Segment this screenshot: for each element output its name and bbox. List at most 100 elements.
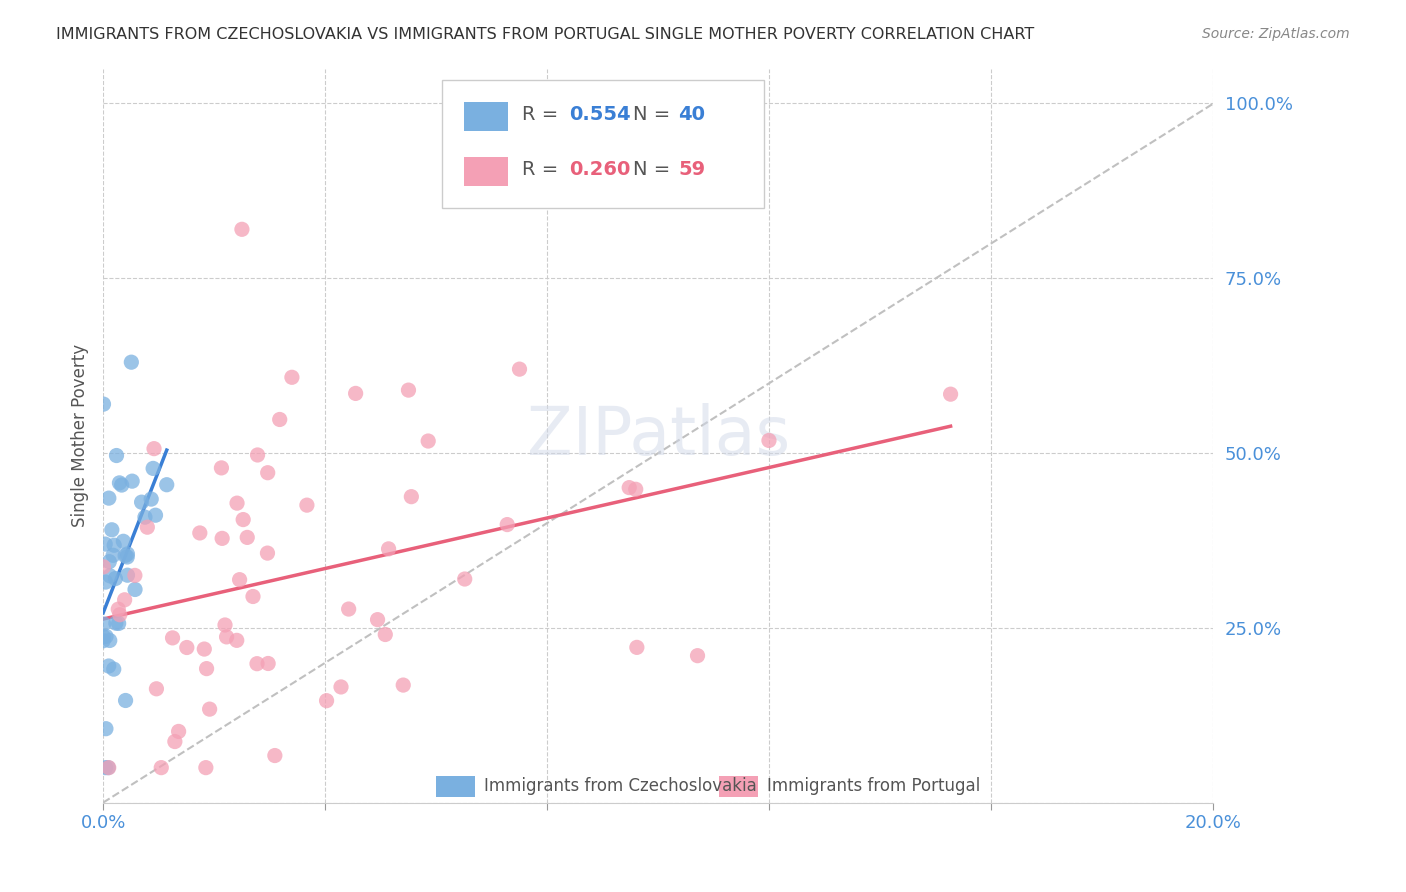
Point	[124, 568, 146, 582]
Point	[98, 569, 121, 583]
Point	[103, 538, 125, 552]
Point	[97, 659, 120, 673]
Point	[94, 722, 117, 736]
Point	[508, 362, 530, 376]
Text: 0.260: 0.260	[569, 161, 631, 179]
Point	[225, 633, 247, 648]
Point	[367, 613, 389, 627]
Point	[94, 630, 117, 644]
Point	[176, 640, 198, 655]
Point	[401, 490, 423, 504]
Point	[315, 693, 337, 707]
Point	[198, 702, 221, 716]
Point	[114, 592, 136, 607]
Bar	[464, 157, 509, 186]
Point	[209, 461, 232, 475]
Point	[194, 761, 217, 775]
Point	[939, 387, 962, 401]
Point	[134, 510, 156, 524]
Point	[215, 630, 238, 644]
Point	[156, 477, 179, 491]
Point	[97, 761, 120, 775]
Point	[377, 541, 399, 556]
Bar	[436, 776, 475, 797]
Text: IMMIGRANTS FROM CZECHOSLOVAKIA VS IMMIGRANTS FROM PORTUGAL SINGLE MOTHER POVERTY: IMMIGRANTS FROM CZECHOSLOVAKIA VS IMMIGR…	[56, 27, 1035, 42]
Point	[108, 475, 131, 490]
Point	[496, 517, 519, 532]
Point	[93, 560, 115, 574]
Point	[114, 693, 136, 707]
Point	[337, 602, 360, 616]
Text: Immigrants from Czechoslovakia: Immigrants from Czechoslovakia	[484, 778, 756, 796]
Point	[114, 549, 136, 563]
Point	[214, 618, 236, 632]
Point	[93, 617, 115, 632]
Point	[101, 549, 124, 563]
Point	[242, 590, 264, 604]
Point	[626, 640, 648, 655]
Point	[103, 662, 125, 676]
Point	[232, 512, 254, 526]
Text: R =: R =	[522, 105, 564, 124]
Point	[101, 523, 124, 537]
Point	[150, 761, 173, 775]
Point	[758, 434, 780, 448]
Point	[281, 370, 304, 384]
Text: Source: ZipAtlas.com: Source: ZipAtlas.com	[1202, 27, 1350, 41]
Point	[97, 491, 120, 505]
Point	[145, 681, 167, 696]
Point	[93, 397, 115, 411]
Point	[193, 642, 215, 657]
Point	[105, 449, 128, 463]
Point	[142, 461, 165, 475]
Point	[686, 648, 709, 663]
Text: N =: N =	[633, 105, 676, 124]
Point	[117, 547, 139, 561]
Point	[624, 483, 647, 497]
Point	[236, 530, 259, 544]
Point	[94, 761, 117, 775]
Point	[104, 572, 127, 586]
Point	[108, 607, 131, 622]
Point	[454, 572, 477, 586]
Point	[344, 386, 367, 401]
Text: 59: 59	[678, 161, 706, 179]
Point	[211, 532, 233, 546]
Point	[91, 633, 114, 648]
Point	[107, 602, 129, 616]
Point	[121, 474, 143, 488]
Point	[374, 627, 396, 641]
Point	[392, 678, 415, 692]
Text: 40: 40	[678, 105, 706, 124]
FancyBboxPatch shape	[441, 79, 763, 208]
Text: ZIPatlas: ZIPatlas	[527, 402, 790, 468]
Y-axis label: Single Mother Poverty: Single Mother Poverty	[72, 344, 89, 527]
Point	[330, 680, 353, 694]
Text: N =: N =	[633, 161, 676, 179]
Point	[619, 481, 641, 495]
Point	[188, 525, 211, 540]
Point	[98, 555, 121, 569]
Point	[93, 630, 115, 644]
Point	[107, 616, 129, 631]
Point	[163, 734, 186, 748]
Point	[263, 748, 285, 763]
Point	[231, 222, 253, 236]
Bar	[464, 102, 509, 131]
Text: 0.554: 0.554	[569, 105, 631, 124]
Point	[94, 537, 117, 551]
Point	[398, 383, 420, 397]
Point	[115, 549, 138, 564]
Point	[94, 575, 117, 590]
Point	[228, 573, 250, 587]
Point	[112, 534, 135, 549]
Point	[124, 582, 146, 597]
Point	[98, 633, 121, 648]
Point	[269, 412, 291, 426]
Point	[143, 442, 166, 456]
Point	[257, 657, 280, 671]
Point	[111, 478, 134, 492]
Point	[246, 448, 269, 462]
Point	[246, 657, 269, 671]
Bar	[720, 776, 758, 797]
